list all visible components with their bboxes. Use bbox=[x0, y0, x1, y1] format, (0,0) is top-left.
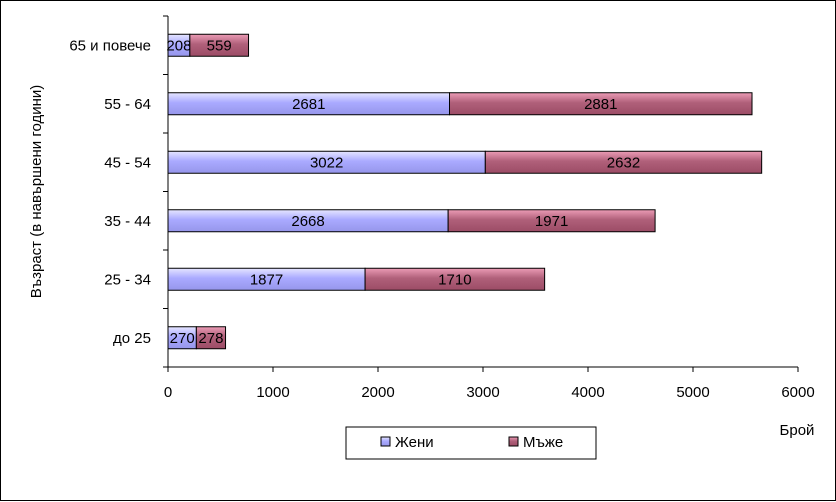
bar-men bbox=[364, 267, 546, 291]
y-axis-title: Възраст (в навършени години) bbox=[28, 85, 45, 299]
x-tick-label: 6000 bbox=[781, 384, 814, 401]
x-tick-label: 0 bbox=[164, 384, 172, 401]
data-label: 1877 bbox=[250, 271, 283, 288]
y-tick-label: 65 и повече bbox=[69, 37, 151, 54]
bar-men bbox=[484, 150, 763, 174]
legend-label-men: Мъже bbox=[523, 434, 563, 451]
data-label: 2632 bbox=[607, 154, 640, 171]
data-label: 1971 bbox=[535, 213, 568, 230]
legend-label-women: Жени bbox=[395, 434, 434, 451]
y-tick-label: 55 - 64 bbox=[104, 96, 151, 113]
data-label: 2668 bbox=[291, 213, 324, 230]
y-tick-label: 45 - 54 bbox=[104, 154, 151, 171]
legend-swatch-men bbox=[508, 436, 519, 447]
data-label: 559 bbox=[207, 37, 232, 54]
x-tick-label: 1000 bbox=[256, 384, 289, 401]
y-tick-label: до 25 bbox=[113, 330, 151, 347]
data-label: 3022 bbox=[310, 154, 343, 171]
data-label: 270 bbox=[170, 330, 195, 347]
y-tick-label: 25 - 34 bbox=[104, 271, 151, 288]
bar-men bbox=[189, 33, 250, 57]
x-axis-title: Брой bbox=[780, 422, 815, 439]
data-label: 208 bbox=[166, 37, 191, 54]
legend-swatch-women bbox=[380, 436, 391, 447]
bar-men bbox=[449, 92, 753, 116]
bar-men bbox=[447, 209, 656, 233]
y-tick-label: 35 - 44 bbox=[104, 213, 151, 230]
x-tick-label: 3000 bbox=[466, 384, 499, 401]
bar-men bbox=[195, 326, 227, 350]
x-tick-label: 2000 bbox=[361, 384, 394, 401]
x-tick-label: 5000 bbox=[676, 384, 709, 401]
data-label: 1710 bbox=[438, 271, 471, 288]
x-tick-label: 4000 bbox=[571, 384, 604, 401]
data-label: 2881 bbox=[584, 96, 617, 113]
data-label: 278 bbox=[198, 330, 223, 347]
data-label: 2681 bbox=[292, 96, 325, 113]
